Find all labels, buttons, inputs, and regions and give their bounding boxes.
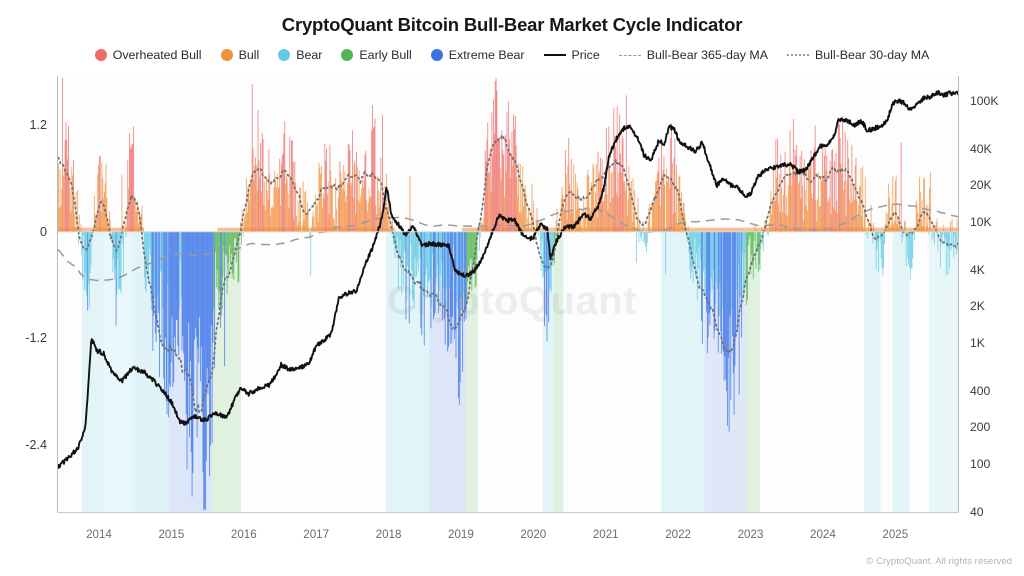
legend-item-ma365[interactable]: Bull-Bear 365-day MA [618, 48, 768, 62]
page-title: CryptoQuant Bitcoin Bull-Bear Market Cyc… [281, 14, 743, 35]
legend-label-price: Price [571, 48, 600, 62]
y-axis-left-tick: 1.2 [29, 117, 47, 132]
legend-item-early-bull[interactable]: Early Bull [341, 48, 412, 62]
legend-label-ma30: Bull-Bear 30-day MA [814, 48, 930, 62]
x-axis-tick: 2019 [448, 528, 474, 541]
y-axis-right-tick: 1K [970, 335, 985, 350]
x-axis-tick: 2024 [809, 528, 836, 541]
legend-swatch-ma30-line-icon [786, 54, 809, 56]
y-axis-right-tick: 2K [970, 299, 985, 314]
x-axis-line [57, 512, 959, 514]
ma365-line [58, 203, 958, 282]
x-axis-tick: 2016 [230, 528, 257, 541]
x-axis-tick: 2017 [303, 528, 330, 541]
legend-label-overheated-bull: Overheated Bull [112, 48, 202, 62]
legend-item-overheated-bull[interactable]: Overheated Bull [94, 48, 202, 62]
x-axis-tick: 2020 [520, 528, 547, 541]
y-axis-right-tick: 100K [970, 93, 999, 108]
legend-label-ma365: Bull-Bear 365-day MA [646, 48, 768, 62]
y-axis-right-tick: 4K [970, 262, 985, 277]
x-axis-tick: 2023 [737, 528, 764, 541]
y-axis-right-tick: 40K [970, 141, 992, 156]
legend-swatch-overheated-bull-icon [94, 49, 107, 61]
legend-item-ma30[interactable]: Bull-Bear 30-day MA [786, 48, 930, 62]
legend-label-bear: Bear [296, 48, 323, 62]
legend-label-extreme-bear: Extreme Bear [448, 48, 525, 62]
x-axis-tick: 2018 [375, 528, 402, 541]
y-axis-left-tick: -2.4 [25, 438, 47, 453]
legend-swatch-early-bull-icon [341, 49, 354, 61]
x-axis-tick: 2015 [158, 528, 185, 541]
legend-item-bull[interactable]: Bull [220, 48, 260, 62]
indicator-bars [58, 77, 958, 511]
chart-legend: Overheated Bull Bull Bear Early Bull Ext… [0, 48, 1024, 62]
legend-item-extreme-bear[interactable]: Extreme Bear [430, 48, 525, 62]
legend-swatch-bull-icon [220, 49, 233, 61]
price-line [58, 89, 958, 469]
y-axis-right-price: 100K 40K 20K 10K 4K 2K 1K 400 200 100 40 [959, 0, 1024, 576]
legend-item-bear[interactable]: Bear [278, 48, 322, 62]
y-axis-left-tick: 0 [39, 224, 47, 239]
x-axis-tick: 2022 [665, 528, 692, 541]
plot-canvas [58, 77, 958, 512]
y-axis-left-tick: -1.2 [25, 331, 47, 346]
plot-area [57, 76, 959, 512]
x-axis-tick: 2025 [882, 528, 909, 541]
x-axis-tick: 2021 [592, 528, 619, 541]
y-axis-right-tick: 100 [970, 456, 991, 471]
y-axis-right-tick: 40 [970, 505, 984, 519]
legend-label-early-bull: Early Bull [359, 48, 412, 62]
legend-swatch-extreme-bear-icon [430, 49, 443, 61]
y-axis-right-tick: 200 [970, 420, 991, 435]
legend-item-price[interactable]: Price [543, 48, 600, 62]
legend-swatch-bear-icon [278, 49, 291, 61]
legend-swatch-price-line-icon [543, 54, 566, 56]
y-axis-right-tick: 400 [970, 383, 991, 398]
y-axis-right-tick: 10K [970, 214, 992, 229]
copyright-notice: © CryptoQuant. All rights reserved [866, 556, 1012, 567]
ma30-line [58, 134, 958, 416]
y-axis-left: 1.2 0 -1.2 -2.4 [0, 0, 57, 576]
legend-label-bull: Bull [238, 48, 260, 62]
x-axis-tick: 2014 [86, 528, 112, 541]
y-axis-right-tick: 20K [970, 178, 992, 193]
legend-swatch-ma365-line-icon [618, 54, 641, 56]
